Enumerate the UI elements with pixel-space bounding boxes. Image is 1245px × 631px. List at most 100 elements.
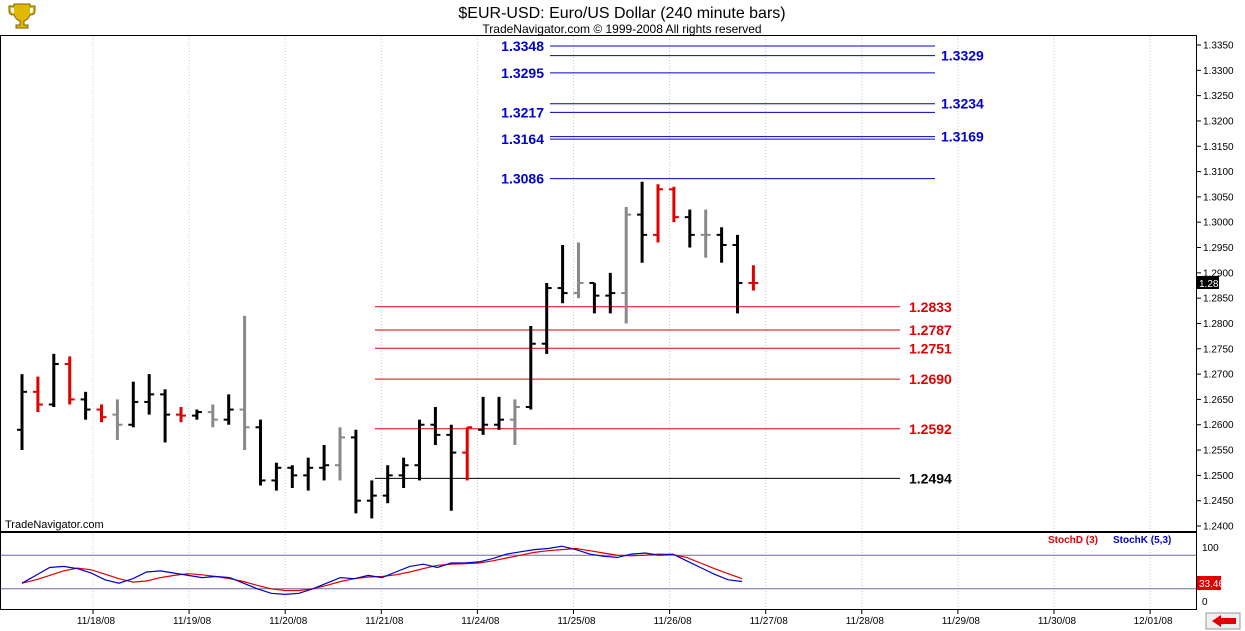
stoch-tick-0: 0: [1202, 597, 1208, 608]
price-bar: [176, 407, 186, 423]
level-blue: 1.3329: [550, 48, 984, 64]
date-tick-label: 11/24/08: [461, 616, 500, 627]
level-label: 1.3086: [501, 171, 544, 187]
price-bar: [398, 457, 409, 489]
last-stoch-label: 33.46: [1199, 579, 1224, 590]
trophy-icon: [8, 3, 36, 29]
price-bar: [414, 419, 425, 481]
price-tick-label: 1.2950: [1203, 243, 1234, 254]
stoch-tick-100: 100: [1202, 543, 1219, 554]
stochd-line: [21, 547, 743, 592]
price-bar: [191, 409, 202, 420]
date-tick-label: 11/29/08: [942, 616, 981, 627]
price-bar: [732, 234, 743, 314]
price-bar: [494, 396, 504, 430]
level-label: 1.3234: [941, 96, 984, 112]
price-bar: [223, 394, 234, 425]
price-bar: [255, 419, 266, 486]
last-stoch-badge: [1197, 576, 1221, 590]
price-tick-label: 1.2650: [1203, 395, 1234, 406]
price-tick-label: 1.3100: [1203, 167, 1234, 178]
price-tick-label: 1.3200: [1203, 116, 1234, 127]
price-tick-label: 1.2800: [1203, 319, 1234, 330]
price-bar: [589, 281, 600, 314]
price-bar: [653, 184, 663, 243]
level-blue: 1.3348: [501, 38, 935, 54]
price-bar: [637, 181, 648, 263]
stochk-line: [21, 545, 743, 596]
level-label: 1.3169: [941, 129, 984, 145]
level-blue: 1.3295: [501, 65, 935, 81]
price-tick-label: 1.3150: [1203, 142, 1234, 153]
price-bar: [557, 244, 568, 304]
last-price-badge: [1197, 276, 1219, 289]
price-bar: [700, 209, 711, 258]
level-blue: 1.3164: [501, 131, 935, 147]
price-bar: [112, 399, 123, 440]
price-bar: [144, 374, 155, 415]
legend-stochd: StochD (3): [1048, 535, 1098, 546]
price-tick-label: 1.3050: [1203, 192, 1234, 203]
level-blue: 1.3234: [550, 96, 984, 112]
price-bar: [303, 457, 314, 491]
date-tick-label: 11/30/08: [1038, 616, 1077, 627]
level-label: 1.2494: [909, 470, 952, 486]
date-tick-label: 11/20/08: [269, 616, 308, 627]
level-red: 1.2833: [375, 299, 952, 315]
level-label: 1.2787: [909, 322, 952, 338]
level-label: 1.2833: [909, 299, 952, 315]
level-label: 1.3217: [501, 104, 544, 120]
level-label: 1.3329: [941, 48, 984, 64]
level-label: 1.3348: [501, 38, 544, 54]
price-bar: [32, 376, 43, 413]
price-bar: [605, 272, 616, 314]
date-tick-label: 11/26/08: [654, 616, 693, 627]
date-tick-label: 11/28/08: [846, 616, 885, 627]
level-label: 1.2751: [909, 340, 952, 356]
price-tick-label: 1.2400: [1203, 522, 1234, 533]
price-bar: [96, 404, 107, 423]
arrow-left-icon[interactable]: [1205, 612, 1241, 630]
level-lines: 1.3348 1.3329 1.3295 1.3234 1.3217 1.3169 1.31…: [375, 38, 984, 486]
price-bar: [748, 265, 759, 291]
level-label: 1.3164: [501, 131, 544, 147]
last-price-label: 1.2880: [1199, 279, 1230, 290]
price-tick-label: 1.2700: [1203, 370, 1234, 381]
price-bar: [366, 480, 377, 519]
watermark: TradeNavigator.com: [5, 519, 104, 531]
level-red: 1.2690: [375, 371, 952, 387]
price-bar: [446, 424, 457, 511]
gridlines: [92, 36, 1151, 609]
price-bar: [621, 207, 632, 324]
price-bar: [478, 396, 489, 435]
chart-subtitle: TradeNavigator.com © 1999-2008 All right…: [482, 22, 761, 36]
date-tick-label: 11/27/08: [750, 616, 789, 627]
price-bar: [382, 465, 393, 504]
level-label: 1.2592: [909, 421, 952, 437]
price-bar: [684, 209, 695, 248]
price-tick-label: 1.2500: [1203, 471, 1234, 482]
price-bar: [525, 326, 536, 410]
price-bar: [350, 429, 361, 514]
price-bar: [239, 315, 250, 451]
price-bars: [17, 181, 759, 519]
level-label: 1.3295: [501, 65, 544, 81]
price-tick-label: 1.3300: [1203, 66, 1234, 77]
price-bar: [509, 399, 520, 445]
price-tick-label: 1.2750: [1203, 344, 1234, 355]
price-bar: [573, 242, 584, 299]
price-tick-label: 1.2450: [1203, 496, 1234, 507]
price-tick-label: 1.2600: [1203, 420, 1234, 431]
price-axis: 1.3350 1.3300 1.3250 1.3200 1.3150 1.3100 1.30…: [1196, 41, 1234, 533]
price-tick-label: 1.2900: [1203, 268, 1234, 279]
price-bar: [716, 227, 727, 263]
price-tick-label: 1.3000: [1203, 218, 1234, 229]
date-tick-label: 12/01/08: [1134, 616, 1173, 627]
stochastic-panel: [1, 545, 1196, 596]
price-bar: [271, 462, 282, 491]
date-axis: 11/18/08 11/19/08 11/20/08 11/21/08 11/24/08…: [77, 609, 1173, 627]
price-tick-label: 1.3350: [1203, 41, 1234, 52]
price-bar: [48, 353, 59, 408]
level-black: 1.2494: [375, 470, 952, 486]
